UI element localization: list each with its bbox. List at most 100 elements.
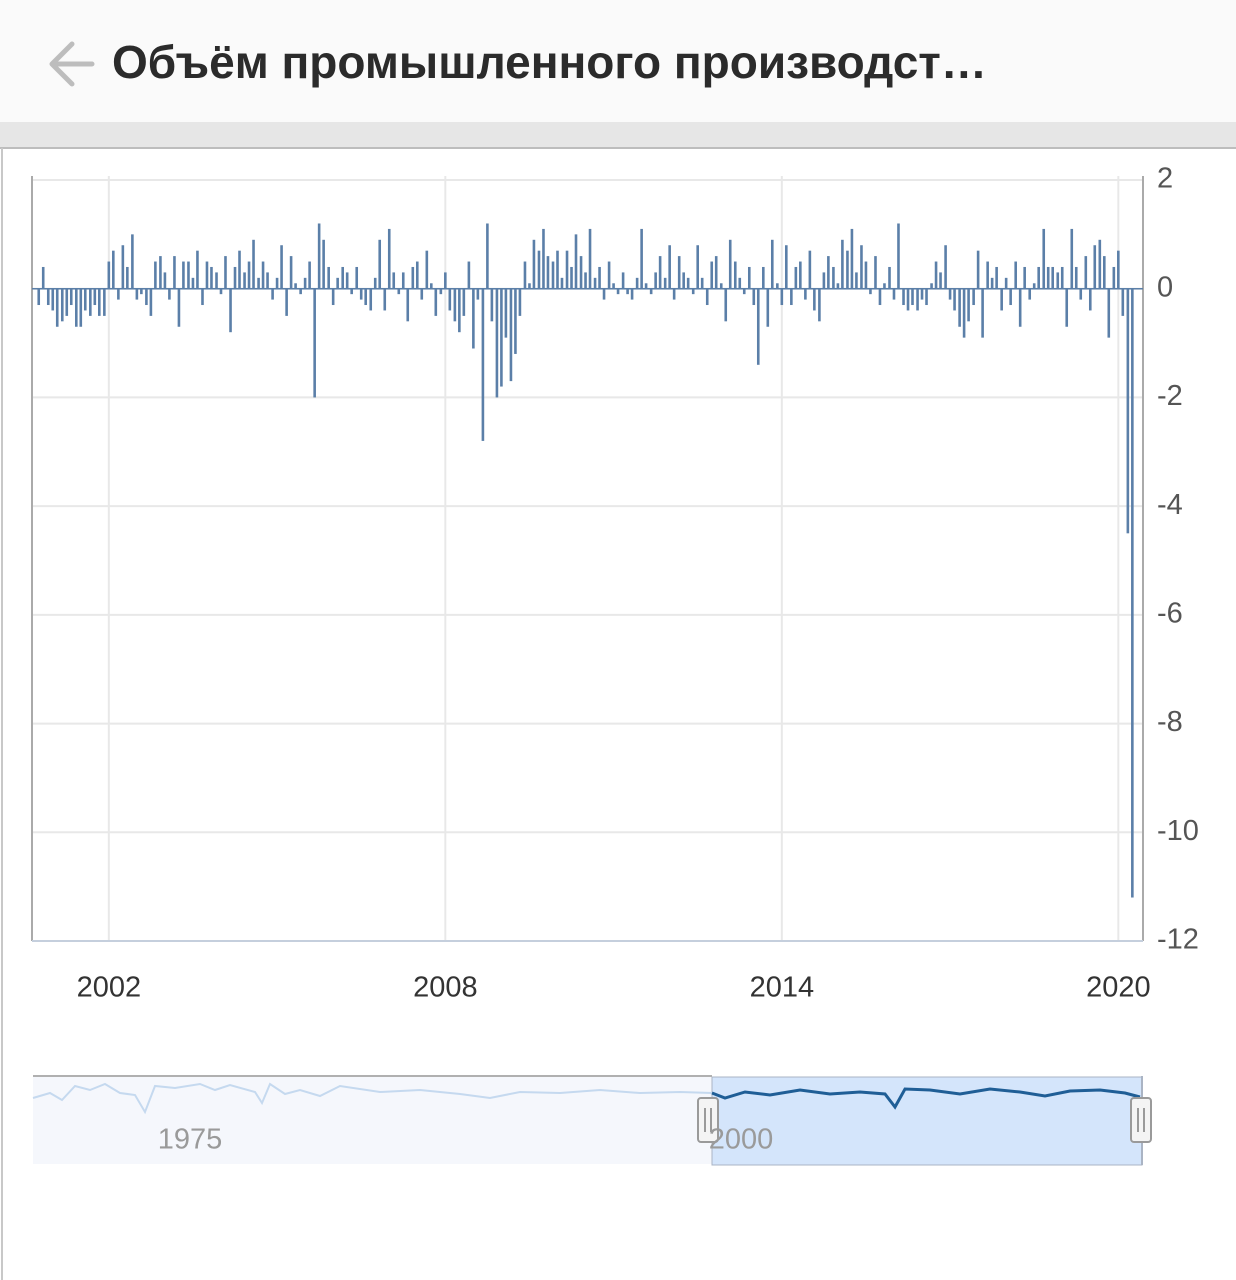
- navigator-label: 2000: [709, 1124, 774, 1156]
- bar: [261, 261, 265, 289]
- bar: [411, 266, 415, 289]
- bar: [1023, 266, 1026, 289]
- bar: [920, 288, 924, 300]
- bar: [383, 288, 387, 311]
- bar: [719, 283, 723, 289]
- plot: 2 0 -2 -4 -6 -8 -10 -12 2002 2008 2014 2020: [31, 163, 1199, 1004]
- bar: [930, 283, 933, 289]
- bar: [289, 256, 293, 289]
- bar: [813, 288, 816, 311]
- bar: [462, 288, 466, 316]
- bar: [663, 277, 667, 289]
- bar: [430, 283, 433, 289]
- bar: [55, 288, 59, 327]
- bar: [327, 266, 330, 289]
- bar: [654, 272, 657, 289]
- bar: [710, 261, 714, 289]
- bar: [874, 256, 877, 289]
- bar: [401, 272, 405, 289]
- bar: [1126, 288, 1130, 534]
- bar: [733, 261, 737, 289]
- bar: [233, 266, 237, 289]
- bar: [752, 288, 756, 306]
- plot-background: [32, 176, 1143, 941]
- x-tick-label: 2014: [750, 972, 815, 1004]
- bar: [271, 288, 274, 300]
- bar: [790, 288, 793, 306]
- bar: [1093, 245, 1097, 289]
- bar: [1131, 288, 1134, 898]
- bar: [934, 261, 938, 289]
- bar: [481, 288, 485, 441]
- bar: [869, 288, 872, 295]
- bar: [37, 288, 41, 306]
- bar: [607, 261, 611, 289]
- bar: [1117, 250, 1120, 289]
- bar: [97, 288, 101, 316]
- bar: [495, 288, 499, 398]
- bar: [387, 228, 391, 289]
- bar: [266, 272, 269, 289]
- bar: [705, 288, 709, 306]
- bar: [1103, 256, 1106, 289]
- bar: [738, 277, 742, 289]
- bar: [579, 256, 583, 289]
- bar: [490, 288, 494, 322]
- bar: [453, 288, 457, 322]
- y-tick-label: 2: [1157, 163, 1173, 195]
- bar: [602, 288, 606, 300]
- bar: [649, 288, 653, 295]
- header-title: Объём промышленного производст…: [112, 36, 987, 88]
- bar: [958, 288, 961, 327]
- bar: [588, 228, 592, 289]
- bar: [1070, 228, 1074, 289]
- bar: [65, 288, 69, 316]
- bar: [229, 288, 232, 333]
- bar: [1018, 288, 1022, 327]
- bar: [173, 256, 176, 289]
- bar: [317, 223, 321, 289]
- bar: [621, 272, 625, 289]
- bar: [257, 277, 260, 289]
- bar: [808, 250, 812, 289]
- bar: [766, 288, 770, 327]
- bar: [1088, 288, 1092, 311]
- bar: [247, 261, 251, 289]
- bar: [598, 266, 601, 289]
- bar: [822, 272, 826, 289]
- navigator-handle-right[interactable]: [1130, 1097, 1152, 1143]
- bar: [565, 250, 569, 289]
- bar: [350, 288, 353, 295]
- bar: [191, 277, 195, 289]
- bar: [855, 272, 858, 289]
- bar: [275, 277, 279, 289]
- navigator-handle-left[interactable]: [697, 1097, 719, 1143]
- bar: [458, 288, 461, 333]
- bar: [121, 245, 125, 289]
- bar: [691, 288, 695, 295]
- back-button[interactable]: [49, 41, 95, 87]
- navigator-label: 1975: [158, 1124, 223, 1156]
- bar: [560, 277, 564, 289]
- bar: [378, 239, 382, 289]
- bar: [846, 250, 849, 289]
- bar: [215, 272, 218, 289]
- bar: [972, 288, 975, 306]
- bar: [359, 288, 363, 300]
- bar: [892, 288, 896, 300]
- bar: [341, 266, 344, 289]
- bar: [1079, 288, 1083, 300]
- bar: [434, 288, 438, 316]
- bar: [472, 288, 475, 349]
- bar: [149, 288, 153, 316]
- bar: [944, 245, 947, 289]
- bar: [41, 266, 45, 289]
- bar: [1060, 266, 1064, 289]
- bar: [700, 277, 704, 289]
- bar: [103, 288, 106, 316]
- bar: [672, 288, 676, 300]
- bar: [902, 288, 905, 306]
- bar: [467, 261, 471, 289]
- bar: [939, 272, 942, 289]
